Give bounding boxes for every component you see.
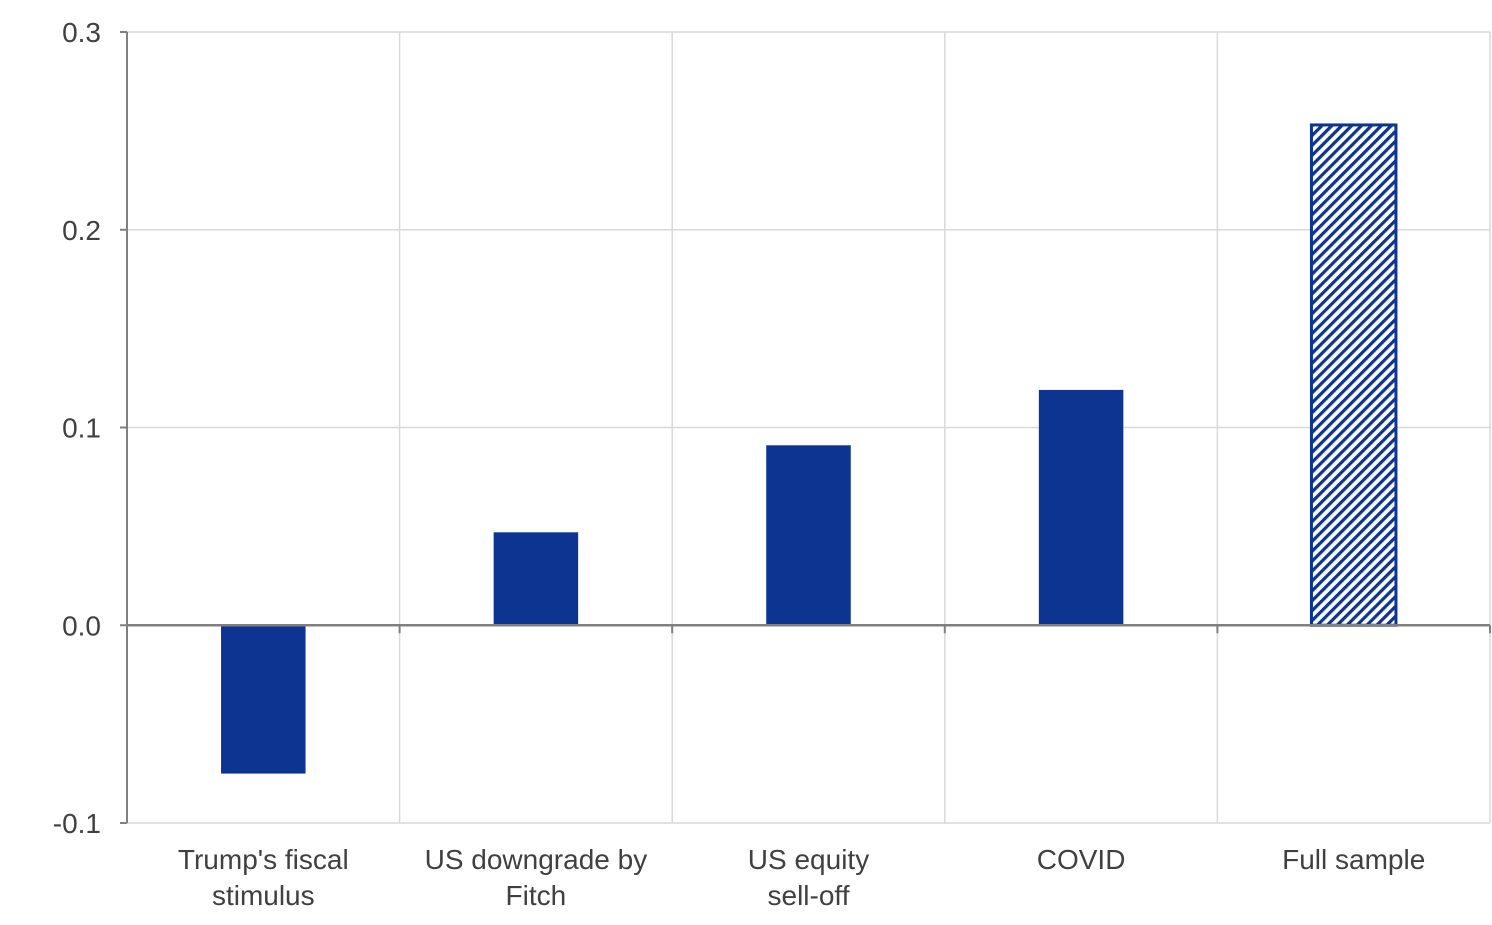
bar-0 [221,625,306,774]
x-category-label-0: Trump's fiscal stimulus [178,844,349,911]
bar-3 [1038,389,1124,626]
y-tick-label-4: 0.3 [62,17,101,48]
x-category-label-1-line-1: Fitch [506,880,567,911]
bars [221,123,1398,774]
bar-1 [493,532,579,626]
y-tick-labels: -0.1 0.0 0.1 0.2 0.3 [53,17,101,839]
y-tick-label-1: 0.0 [62,610,101,641]
x-category-label-4-line-0: Full sample [1282,844,1425,875]
grid-lines [127,31,1491,824]
bar-4 [1309,123,1398,627]
y-tick-label-3: 0.2 [62,215,101,246]
x-category-label-0-line-0: Trump's fiscal [178,844,349,875]
x-category-label-2-line-1: sell-off [768,880,850,911]
x-category-label-2-line-0: US equity [748,844,869,875]
x-category-label-0-line-1: stimulus [212,880,315,911]
x-category-label-3-line-0: COVID [1037,844,1126,875]
bar-2 [766,445,851,626]
x-category-labels: Trump's fiscal stimulus US downgrade by Fit… [178,844,1425,911]
y-tick-label-0: -0.1 [53,808,101,839]
y-tick-label-2: 0.1 [62,413,101,444]
x-category-label-1-line-0: US downgrade by [425,844,648,875]
x-category-label-3: COVID [1037,844,1126,875]
x-category-label-4: Full sample [1282,844,1425,875]
axes [120,31,1491,824]
x-category-label-2: US equity sell-off [748,844,869,911]
x-category-label-1: US downgrade by Fitch [425,844,648,911]
